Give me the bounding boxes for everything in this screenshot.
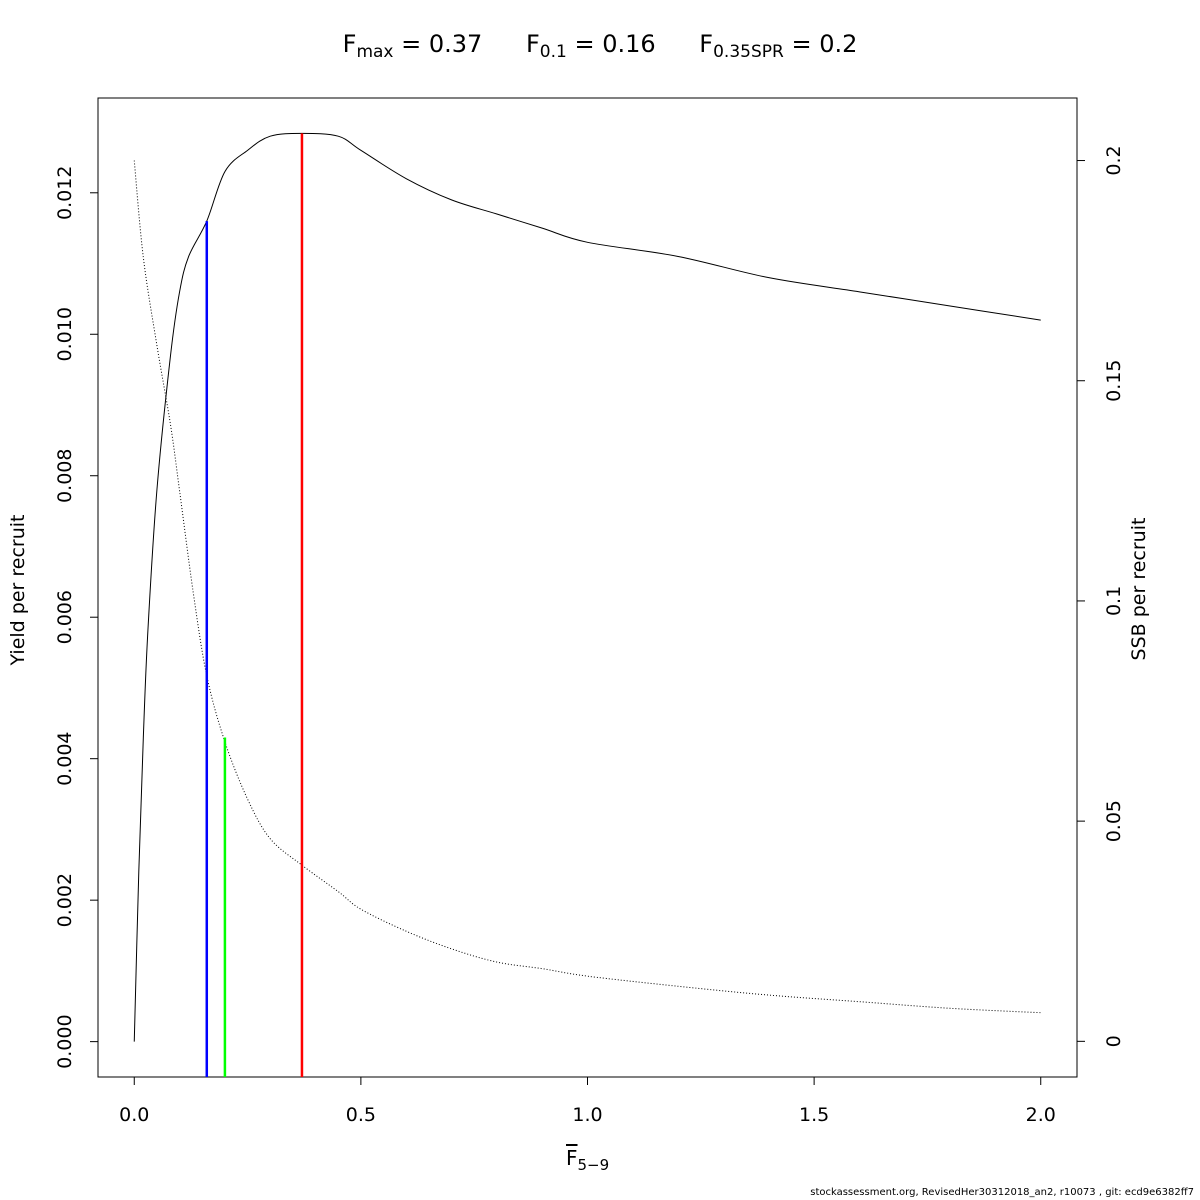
footer-text: stockassessment.org, RevisedHer30312018_… xyxy=(810,1187,1194,1198)
y-axis-label: Yield per recruit xyxy=(7,514,29,666)
y-tick-label: 0.000 xyxy=(54,1014,76,1068)
y-tick-label: 0.008 xyxy=(54,449,76,503)
title-fspr: F0.35SPR = 0.2 xyxy=(699,30,858,62)
y-tick-label: 0.002 xyxy=(54,873,76,927)
chart-title: Fmax = 0.37 F0.1 = 0.16 F0.35SPR = 0.2 xyxy=(0,30,1200,62)
y2-axis-label: SSB per recruit xyxy=(1128,517,1150,661)
y2-tick-label: 0.1 xyxy=(1103,586,1125,616)
title-f01: F0.1 = 0.16 xyxy=(525,30,656,62)
x-tick-label: 1.0 xyxy=(572,1104,602,1126)
y2-tick-label: 0.15 xyxy=(1103,360,1125,402)
yield-per-recruit-line xyxy=(133,132,1041,1042)
title-fmax: Fmax = 0.37 xyxy=(342,30,483,62)
x-tick-label: 0.0 xyxy=(119,1104,149,1126)
y2-tick-label: 0.2 xyxy=(1103,145,1125,175)
x-axis-label: F5−9 xyxy=(566,1146,610,1174)
y-tick-label: 0.004 xyxy=(54,731,76,785)
x-tick-label: 2.0 xyxy=(1026,1104,1056,1126)
y-tick-label: 0.012 xyxy=(54,166,76,220)
y-tick-label: 0.010 xyxy=(54,307,76,361)
y2-tick-label: 0.05 xyxy=(1103,800,1125,842)
y2-tick-label: 0 xyxy=(1103,1035,1125,1047)
x-tick-label: 1.5 xyxy=(799,1104,829,1126)
x-tick-label: 0.5 xyxy=(346,1104,376,1126)
plot-frame xyxy=(97,97,1078,1078)
ssb-per-recruit-line xyxy=(133,160,1041,1014)
y-tick-label: 0.006 xyxy=(54,590,76,644)
